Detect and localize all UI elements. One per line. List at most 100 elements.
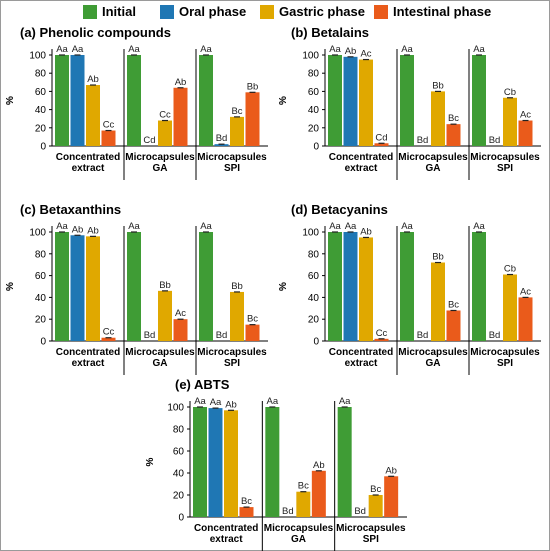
chart-1-data-label: Aa [72,44,84,55]
legend-label-gastric: Gastric phase [279,4,365,19]
chart-3-title: (c) Betaxanthins [20,202,121,217]
chart-3-data-label: Aa [56,221,68,232]
chart-5-ytick-label: 60 [173,447,185,458]
chart-3-bar-oral [70,235,85,341]
chart-1-category-label: Concentrated [56,152,120,163]
chart-1-data-label: Aa [200,44,212,55]
chart-2-bar-intestinal [374,143,389,146]
chart-3-bar-intestinal [101,337,116,341]
chart-2-bar-intestinal [518,120,533,146]
chart-2-bar-gastric [359,59,373,146]
chart-2-data-label: Ac [520,110,531,121]
chart-1-category-label: SPI [224,163,240,174]
chart-1-ytick-label: 20 [35,123,47,134]
chart-3-data-label: Bb [159,280,171,291]
chart-4-data-label: Bd [417,330,429,341]
chart-2-ylabel: % [278,96,289,105]
chart-3-data-label: Ac [175,308,186,319]
chart-4-data-label: Aa [473,221,485,232]
chart-5-data-label: Bc [370,484,381,495]
chart-2-ytick-label: 0 [313,142,319,153]
chart-4-bar-intestinal [446,310,461,341]
chart-2-ytick-label: 80 [308,69,320,80]
chart-3-ytick-label: 100 [29,228,46,239]
chart-3-ytick-label: 0 [40,337,46,348]
chart-4-ytick-label: 20 [308,315,320,326]
chart-2-data-label: Cd [375,132,387,143]
chart-5-ytick-label: 0 [178,513,184,524]
chart-4-ytick-label: 0 [313,337,319,348]
chart-4-data-label: Aa [345,221,357,232]
chart-4-bar-intestinal [518,297,533,341]
chart-2-data-label: Aa [401,44,413,55]
chart-3-ytick-label: 20 [35,315,47,326]
chart-1-bar-gastric [86,85,100,146]
chart-5-data-label: Ab [225,399,237,410]
chart-3-data-label: Aa [200,221,212,232]
chart-4-data-label: Cb [504,264,516,275]
chart-3-ytick-label: 80 [35,249,47,260]
legend-swatch-intestinal [374,5,388,19]
chart-1-bar-intestinal [173,87,188,146]
chart-1-ytick-label: 60 [35,87,47,98]
chart-4-category-label: GA [426,358,441,369]
chart-5-category-label: GA [291,534,306,545]
chart-4-ytick-label: 100 [302,228,319,239]
chart-5-data-label: Aa [210,397,222,408]
chart-5-ytick-label: 40 [173,469,185,480]
chart-5-bar-initial [337,407,352,517]
chart-5-category-label: Microcapsules [336,523,406,534]
chart-3-bar-gastric [86,236,100,341]
chart-1-ytick-label: 100 [29,51,46,62]
chart-4-ylabel: % [278,282,289,291]
chart-5-data-label: Aa [267,396,279,407]
chart-4-data-label: Cc [376,328,388,339]
chart-1-ytick-label: 40 [35,105,47,116]
chart-3-bar-initial [199,232,213,341]
chart-4-data-label: Ac [520,286,531,297]
chart-1-data-label: Ab [87,74,99,85]
chart-2-data-label: Bd [489,135,501,146]
chart-1-data-label: Cc [103,120,115,131]
chart-4-ytick-label: 80 [308,249,320,260]
chart-3-ytick-label: 40 [35,293,47,304]
chart-4-ytick-label: 60 [308,271,320,282]
chart-1-category-label: Microcapsules [125,152,195,163]
chart-4-data-label: Ab [360,226,372,237]
chart-4-ytick-label: 40 [308,293,320,304]
chart-1-data-label: Aa [56,44,68,55]
chart-2-ytick-label: 100 [302,51,319,62]
chart-2-bar-initial [328,55,342,146]
chart-3-category-label: Concentrated [56,347,120,358]
chart-2-category-label: GA [426,163,441,174]
chart-1-category-label: Microcapsules [197,152,267,163]
chart-5-category-label: extract [210,534,243,545]
chart-1-title: (a) Phenolic compounds [20,25,171,40]
chart-5-bar-gastric [368,495,383,517]
chart-3-bar-gastric [230,291,244,341]
chart-1-data-label: Bc [231,106,242,117]
chart-5-bar-oral [208,408,223,517]
legend-swatch-gastric [260,5,274,19]
chart-5-category-label: Concentrated [194,523,258,534]
chart-5-bar-initial [193,407,207,517]
chart-2-data-label: Aa [329,44,341,55]
chart-1-bar-oral [70,55,85,146]
chart-2-bar-oral [343,56,358,146]
chart-4-category-label: Microcapsules [470,347,540,358]
chart-5-data-label: Bc [298,481,309,492]
chart-2-bar-gastric [503,97,517,146]
chart-4-bar-initial [400,232,414,341]
chart-1-bar-gastric [158,120,172,146]
chart-2-data-label: Cb [504,87,516,98]
chart-4-bar-gastric [359,237,373,341]
legend-label-initial: Initial [102,4,136,19]
chart-2-ytick-label: 40 [308,105,320,116]
chart-1-bar-gastric [230,116,244,146]
chart-4-bar-intestinal [374,338,389,341]
chart-4-bar-oral [343,232,358,341]
chart-4-bar-gastric [431,262,445,341]
chart-1-bar-oral [214,144,229,146]
chart-1-bar-intestinal [245,92,260,146]
